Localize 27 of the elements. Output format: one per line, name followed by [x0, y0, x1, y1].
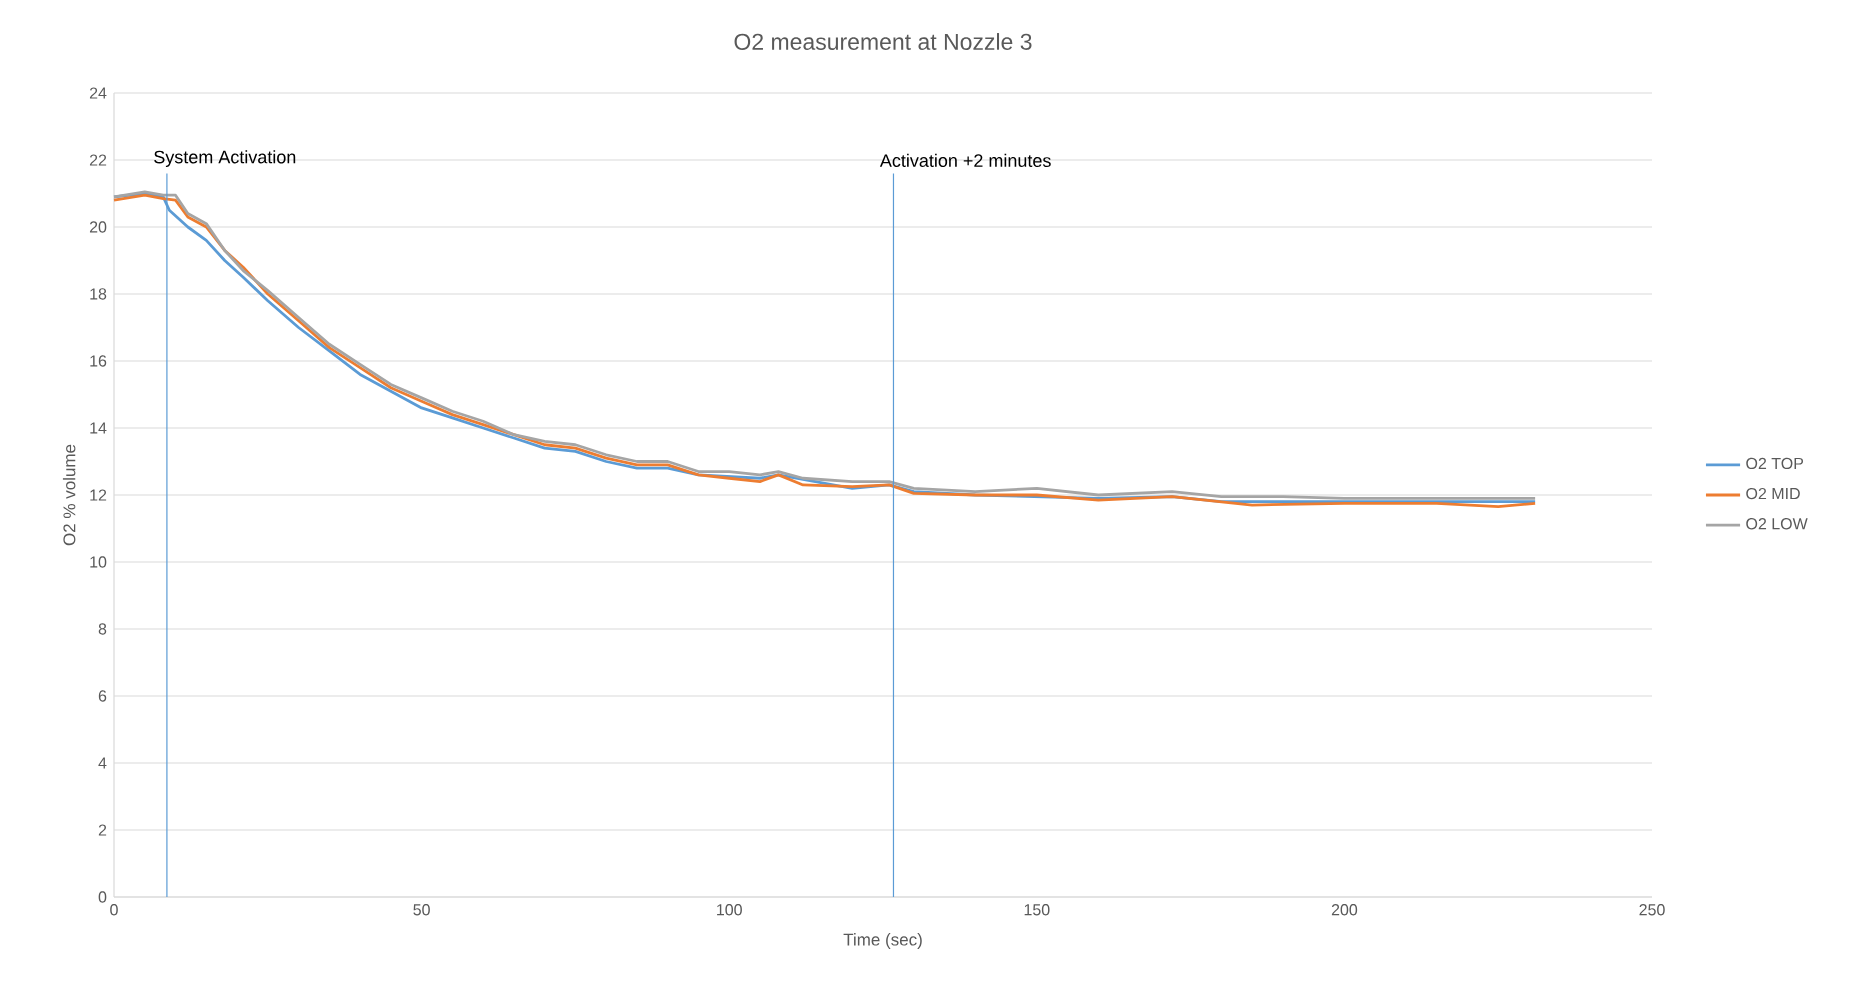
y-tick-label: 6	[98, 690, 107, 702]
ref-line-label: System Activation	[154, 150, 296, 167]
x-tick-label: 0	[110, 904, 118, 916]
x-tick-label: 250	[1639, 904, 1665, 916]
y-tick-label: 0	[98, 891, 107, 903]
y-tick-label: 8	[98, 623, 107, 635]
y-tick-label: 10	[90, 556, 107, 568]
y-tick-label: 20	[89, 221, 107, 233]
chart-title: O2 measurement at Nozzle 3	[734, 33, 1032, 50]
y-tick-label: 24	[89, 87, 107, 99]
y-tick-label: 22	[89, 154, 107, 166]
y-tick-label: 14	[90, 422, 107, 434]
x-tick-label: 100	[717, 904, 742, 916]
x-tick-label: 200	[1331, 904, 1358, 916]
y-axis-title: O2 % volume	[62, 444, 76, 546]
y-tick-label: 2	[98, 824, 107, 836]
y-tick-label: 16	[90, 355, 107, 367]
y-tick-label: 4	[98, 757, 107, 769]
x-tick-label: 150	[1024, 904, 1050, 916]
ref-line-label: Activation +2 minutes	[879, 153, 1051, 167]
y-tick-label: 12	[90, 489, 107, 501]
x-tick-label: 50	[413, 904, 430, 916]
legend-label: O2 TOP	[1746, 457, 1804, 470]
legend-label: O2 LOW	[1746, 518, 1808, 530]
x-axis-title: Time (sec)	[843, 933, 922, 949]
y-tick-label: 18	[90, 288, 107, 300]
legend-label: O2 MID	[1746, 487, 1800, 500]
